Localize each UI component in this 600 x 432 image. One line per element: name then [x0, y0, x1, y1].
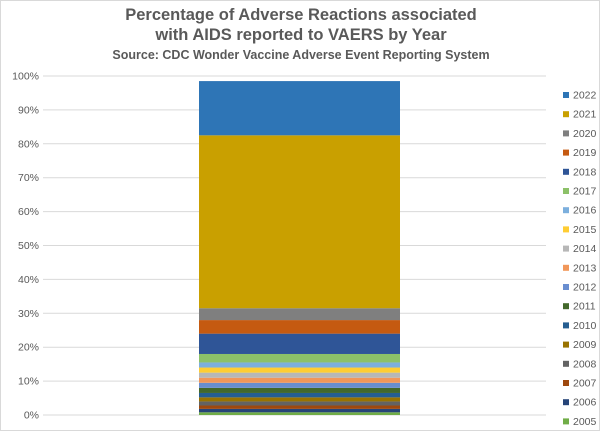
legend-swatch-2021 [563, 111, 569, 118]
legend-label-2010: 2010 [573, 320, 597, 332]
legend-label-2019: 2019 [573, 147, 597, 159]
legend-swatch-2016 [563, 207, 569, 214]
legend-label-2017: 2017 [573, 186, 597, 198]
bar-segment-2017 [199, 353, 400, 363]
legend-label-2007: 2007 [573, 378, 597, 390]
legend-swatch-2017 [563, 188, 569, 194]
legend-label-2022: 2022 [573, 90, 597, 102]
chart-title-line-2: with AIDS reported to VAERS by Year [155, 26, 447, 44]
chart-subtitle: Source: CDC Wonder Vaccine Adverse Event… [112, 48, 490, 62]
y-tick-label: 90% [18, 104, 39, 116]
legend-swatch-2015 [563, 226, 569, 233]
legend-swatch-2014 [563, 245, 569, 252]
legend-swatch-2007 [563, 380, 569, 386]
y-tick-label: 40% [18, 274, 39, 286]
bar-segment-2016 [199, 362, 400, 368]
y-tick-label: 50% [18, 240, 39, 252]
legend-swatch-2006 [563, 399, 569, 406]
bar-segment-2021 [199, 135, 400, 309]
bar-segment-2022 [199, 81, 400, 136]
legend-swatch-2010 [563, 322, 569, 329]
y-tick-label: 20% [18, 342, 39, 354]
legend-label-2009: 2009 [573, 339, 597, 351]
legend-swatch-2018 [563, 168, 569, 175]
bar-segment-2018 [199, 333, 400, 354]
bar-segment-2013 [199, 377, 400, 383]
y-tick-label: 80% [18, 138, 39, 150]
legend-label-2020: 2020 [573, 128, 597, 140]
y-tick-label: 30% [18, 308, 39, 320]
legend-label-2015: 2015 [573, 224, 597, 236]
bar-segment-2008 [199, 401, 400, 406]
y-tick-label: 60% [18, 206, 39, 218]
legend-label-2008: 2008 [573, 358, 597, 370]
legend-label-2021: 2021 [573, 109, 597, 121]
legend-label-2018: 2018 [573, 166, 597, 178]
legend-label-2012: 2012 [573, 282, 597, 294]
y-tick-label: 70% [18, 172, 39, 184]
legend-swatch-2011 [563, 303, 569, 310]
bar-segment-2007 [199, 405, 400, 409]
bar-segment-2010 [199, 392, 400, 398]
legend-swatch-2022 [563, 92, 569, 98]
legend-swatch-2012 [563, 284, 569, 290]
bar-segment-2012 [199, 382, 400, 388]
bar-segment-2014 [199, 372, 400, 378]
legend-label-2005: 2005 [573, 416, 597, 428]
legend-swatch-2019 [563, 149, 569, 156]
legend-swatch-2009 [563, 341, 569, 348]
bar-segment-2020 [199, 308, 400, 321]
bar-segment-2005 [199, 412, 400, 415]
legend-swatch-2020 [563, 130, 569, 137]
bar-segment-2015 [199, 367, 400, 373]
y-tick-label: 10% [18, 376, 39, 388]
legend-label-2006: 2006 [573, 397, 597, 409]
legend-label-2011: 2011 [573, 301, 596, 313]
legend-label-2014: 2014 [573, 243, 597, 255]
legend-swatch-2005 [563, 418, 569, 425]
y-tick-label: 100% [12, 71, 39, 83]
legend-label-2016: 2016 [573, 205, 597, 217]
y-tick-label: 0% [24, 410, 39, 422]
bar-segment-2011 [199, 387, 400, 393]
bar-segment-2009 [199, 397, 400, 402]
legend-label-2013: 2013 [573, 262, 597, 274]
legend-swatch-2013 [563, 264, 569, 271]
chart-title-line-1: Percentage of Adverse Reactions associat… [125, 6, 477, 24]
legend-swatch-2008 [563, 360, 569, 367]
bar-segment-2019 [199, 320, 400, 334]
bar-segment-2006 [199, 408, 400, 413]
